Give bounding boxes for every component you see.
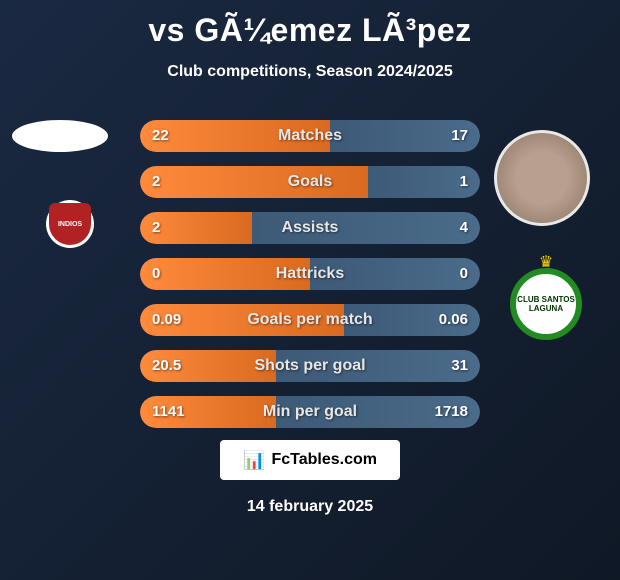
page-subtitle: Club competitions, Season 2024/2025	[0, 63, 620, 81]
stat-row-matches: 22 Matches 17	[140, 120, 480, 152]
branding-box[interactable]: 📊 FcTables.com	[220, 440, 400, 480]
stat-right-value: 31	[451, 350, 468, 382]
stats-container: 22 Matches 17 2 Goals 1 2 Assists 4 0 Ha…	[140, 120, 480, 442]
team-left-logo: INDIOS	[46, 200, 94, 248]
player-right-avatar	[494, 130, 590, 226]
crown-icon: ♛	[539, 252, 553, 272]
placeholder-left-avatar	[12, 120, 108, 152]
stat-row-spg: 20.5 Shots per goal 31	[140, 350, 480, 382]
stat-right-value: 1718	[435, 396, 468, 428]
stat-label: Min per goal	[140, 396, 480, 428]
stat-row-goals: 2 Goals 1	[140, 166, 480, 198]
stat-right-value: 0.06	[439, 304, 468, 336]
chart-icon: 📊	[243, 450, 265, 471]
team-left-name: INDIOS	[49, 203, 91, 245]
stat-right-value: 17	[451, 120, 468, 152]
stat-right-value: 0	[460, 258, 468, 290]
branding-text: FcTables.com	[271, 451, 377, 469]
stat-row-mpg: 1141 Min per goal 1718	[140, 396, 480, 428]
stat-row-gpm: 0.09 Goals per match 0.06	[140, 304, 480, 336]
stat-row-assists: 2 Assists 4	[140, 212, 480, 244]
footer-date: 14 february 2025	[0, 498, 620, 516]
stat-row-hattricks: 0 Hattricks 0	[140, 258, 480, 290]
team-right-logo: ♛ CLUB SANTOS LAGUNA	[502, 260, 590, 348]
stat-label: Goals	[140, 166, 480, 198]
stat-label: Assists	[140, 212, 480, 244]
stat-label: Goals per match	[140, 304, 480, 336]
page-title: vs GÃ¼emez LÃ³pez	[0, 0, 620, 49]
stat-label: Shots per goal	[140, 350, 480, 382]
team-right-name: CLUB SANTOS LAGUNA	[510, 268, 582, 340]
stat-right-value: 4	[460, 212, 468, 244]
stat-right-value: 1	[460, 166, 468, 198]
stat-label: Matches	[140, 120, 480, 152]
stat-label: Hattricks	[140, 258, 480, 290]
